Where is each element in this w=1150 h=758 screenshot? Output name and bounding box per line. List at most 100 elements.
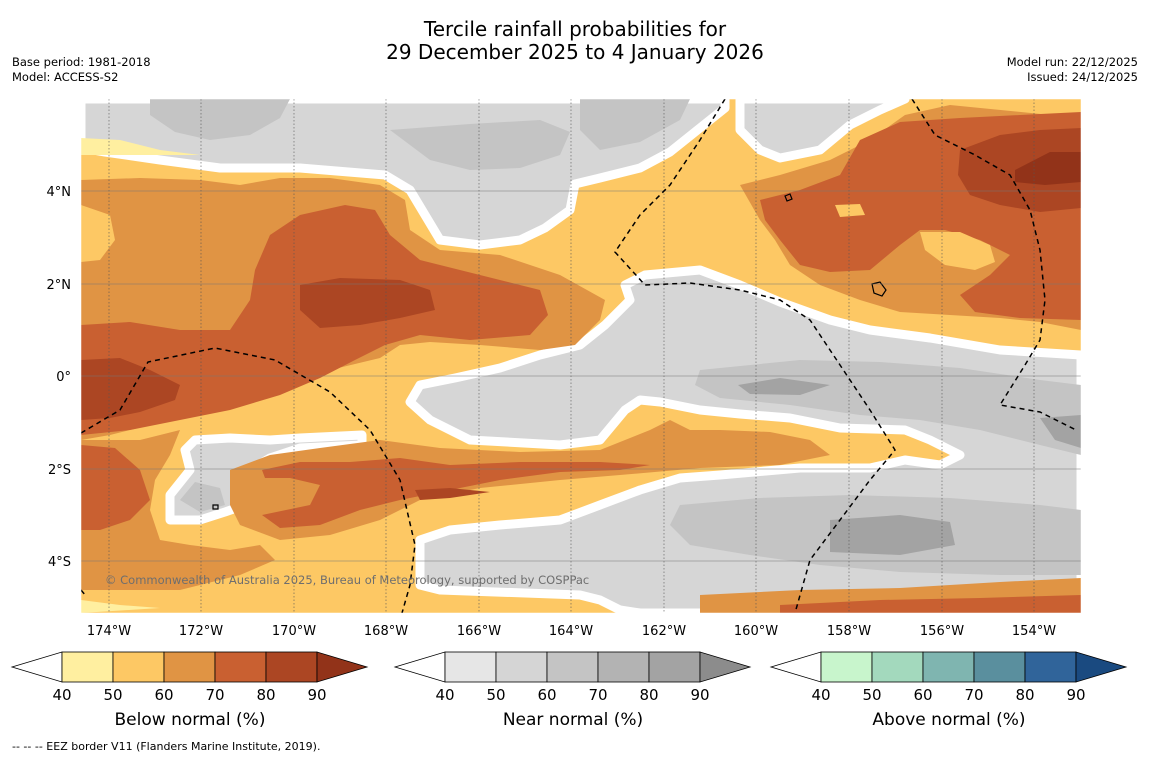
latitude-labels: 4°N 2°N 0° 2°S 4°S xyxy=(47,185,72,570)
near-darker-south-2 xyxy=(830,515,955,555)
eez-footnote: -- -- -- EEZ border V11 (Flanders Marine… xyxy=(12,740,321,753)
lat-label: 4°S xyxy=(48,555,71,570)
colorbar-tick-label: 90 xyxy=(690,686,709,704)
colorbar-segment xyxy=(61,651,114,683)
colorbar-segment xyxy=(1024,651,1077,683)
below-40-strip-bottom xyxy=(81,600,160,613)
colorbar-segment xyxy=(214,651,267,683)
colorbar-segment xyxy=(495,651,548,683)
colorbar-segment xyxy=(112,651,165,683)
colorbar-near-normal: 40 50 60 70 80 90 Near normal (%) xyxy=(393,651,752,730)
colorbar-above-normal: 40 50 60 70 80 90 Above normal (%) xyxy=(769,651,1128,730)
eez-border-west xyxy=(81,347,416,613)
colorbar-tick-label: 40 xyxy=(811,686,830,704)
colorbar-segment xyxy=(265,651,318,683)
colorbar-tick-label: 50 xyxy=(486,686,505,704)
below-90-northeast xyxy=(1015,152,1081,185)
lat-label: 4°N xyxy=(47,185,72,200)
title-line-2: 29 December 2025 to 4 January 2026 xyxy=(386,40,764,64)
eez-border-center xyxy=(614,99,896,613)
colorbar-label: Below normal (%) xyxy=(115,710,266,730)
below-70-southwest xyxy=(81,445,150,530)
colorbar-tick-label: 70 xyxy=(588,686,607,704)
lon-label: 168°W xyxy=(364,624,408,639)
near-darker-north-3 xyxy=(580,99,690,150)
colorbar-label: Above normal (%) xyxy=(872,710,1025,730)
map-title: Tercile rainfall probabilities for 29 De… xyxy=(0,18,1150,64)
copyright-notice: © Commonwealth of Australia 2025, Bureau… xyxy=(105,573,589,587)
lon-label: 164°W xyxy=(549,624,593,639)
below-80-west xyxy=(81,358,180,420)
colorbar-segment xyxy=(922,651,975,683)
parallels xyxy=(81,190,1081,562)
colorbar-segment xyxy=(871,651,924,683)
colorbar-tick-label: 60 xyxy=(537,686,556,704)
island-1 xyxy=(784,193,793,202)
eez-border-sw-edge xyxy=(81,589,87,597)
below-60-south xyxy=(230,420,830,540)
colorbar-under-arrow xyxy=(10,651,63,683)
colorbar-segment xyxy=(546,651,599,683)
island-3 xyxy=(212,504,219,510)
colorbar-over-arrow xyxy=(316,651,369,683)
lon-label: 158°W xyxy=(827,624,871,639)
lon-label: 162°W xyxy=(642,624,686,639)
colorbar-segment xyxy=(820,651,873,683)
near-region-upper-right xyxy=(735,99,910,163)
lon-label: 156°W xyxy=(920,624,964,639)
meridians xyxy=(108,99,1035,613)
below-40-strip-top xyxy=(81,138,250,155)
colorbar-tick-label: 60 xyxy=(154,686,173,704)
longitude-labels: 174°W 172°W 170°W 168°W 166°W 164°W 162°… xyxy=(87,624,1056,639)
colorbar-over-arrow xyxy=(1075,651,1128,683)
lon-label: 166°W xyxy=(457,624,501,639)
below-50-island-2 xyxy=(920,232,995,270)
colorbar-under-arrow xyxy=(769,651,822,683)
colorbar-tick-label: 40 xyxy=(435,686,454,704)
lon-label: 174°W xyxy=(87,624,131,639)
colorbar-tick-label: 70 xyxy=(964,686,983,704)
colorbar-segment xyxy=(444,651,497,683)
below-80-south xyxy=(415,488,490,500)
model-run: Model run: 22/12/2025 xyxy=(1006,55,1138,69)
near-darker-east xyxy=(1040,415,1081,448)
colorbar-tick-label: 70 xyxy=(205,686,224,704)
below-70-southeast xyxy=(780,595,1081,613)
lon-label: 154°W xyxy=(1012,624,1056,639)
colorbar-tick-label: 90 xyxy=(307,686,326,704)
below-50-island-1 xyxy=(835,204,865,217)
island-2 xyxy=(871,281,887,297)
issued-date: Issued: 24/12/2025 xyxy=(1027,70,1138,84)
model-name: Model: ACCESS-S2 xyxy=(12,70,119,84)
lat-label: 0° xyxy=(56,370,71,385)
colorbar-tick-label: 60 xyxy=(913,686,932,704)
eez-border-east xyxy=(911,99,1077,431)
colorbar-segment xyxy=(163,651,216,683)
colorbar-tick-label: 40 xyxy=(52,686,71,704)
near-darker-equator xyxy=(738,378,830,395)
below-80-central xyxy=(300,278,435,328)
lat-label: 2°N xyxy=(47,278,72,293)
colorbar-label: Near normal (%) xyxy=(503,710,643,730)
base-period: Base period: 1981-2018 xyxy=(12,55,151,69)
lon-label: 160°W xyxy=(734,624,778,639)
map-frame xyxy=(80,98,1082,614)
lat-label: 2°S xyxy=(48,463,71,478)
map-panel: © Commonwealth of Australia 2025, Bureau… xyxy=(81,99,1081,613)
colorbar-below-normal: 40 50 60 70 80 90 Below normal (%) xyxy=(10,651,369,730)
colorbar-segment xyxy=(597,651,650,683)
near-darker-north-2 xyxy=(390,120,570,170)
below-70-south xyxy=(262,458,650,528)
colorbar-tick-label: 50 xyxy=(103,686,122,704)
metadata-left: Base period: 1981-2018 Model: ACCESS-S2 xyxy=(12,55,151,85)
colorbar-tick-label: 90 xyxy=(1066,686,1085,704)
colorbar-tick-label: 80 xyxy=(639,686,658,704)
colorbar-under-arrow xyxy=(393,651,446,683)
lon-label: 172°W xyxy=(179,624,223,639)
lon-label: 170°W xyxy=(272,624,316,639)
near-darker-north xyxy=(150,99,290,140)
metadata-right: Model run: 22/12/2025 Issued: 24/12/2025 xyxy=(1007,55,1138,85)
eez-borders xyxy=(81,99,1077,613)
below-50-west-edge xyxy=(81,205,115,262)
